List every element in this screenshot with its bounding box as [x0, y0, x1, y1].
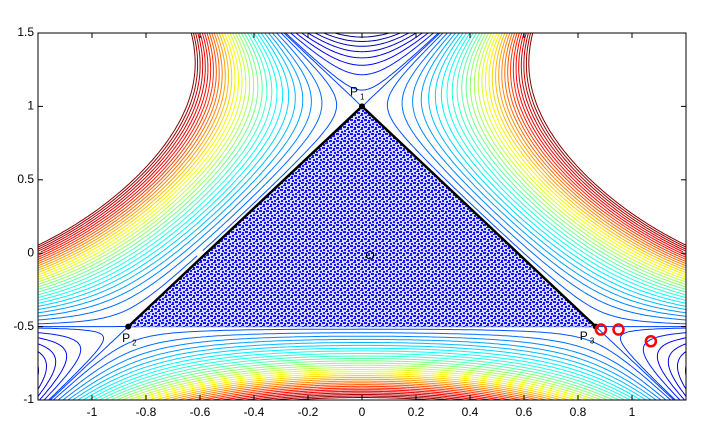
- point-label-sub: 3: [590, 337, 595, 346]
- contour-line: [38, 33, 686, 400]
- contour-line: [38, 33, 686, 400]
- point-label: P: [580, 329, 588, 343]
- x-tick-label: -0.8: [136, 405, 157, 419]
- saddle-point: [359, 103, 365, 110]
- point-label: P: [122, 331, 130, 345]
- x-tick-label: -1: [87, 405, 98, 419]
- contour-line: [38, 33, 686, 400]
- saddle-point: [125, 323, 132, 330]
- y-tick-label: -0.5: [13, 319, 34, 333]
- x-tick-label: -0.6: [190, 405, 211, 419]
- marker: [594, 323, 608, 336]
- contour-line: [38, 33, 686, 400]
- y-tick-label: -1: [23, 392, 34, 406]
- contour-line: [40, 33, 684, 400]
- contour-line: [38, 33, 686, 400]
- contour-line: [38, 33, 686, 400]
- contour-line: [38, 33, 686, 400]
- y-tick-label: 0.5: [17, 172, 34, 186]
- contour-line: [38, 33, 686, 400]
- axes-box: [37, 32, 687, 401]
- x-tick-label: 0.8: [570, 405, 587, 419]
- contour-line: [38, 33, 686, 400]
- y-tick-label: 1.5: [17, 25, 34, 39]
- contour-line: [38, 33, 686, 400]
- plot-area: [38, 33, 686, 400]
- y-tick-label: 0: [27, 245, 34, 259]
- contour-line: [38, 33, 686, 400]
- x-tick-label: 0: [359, 405, 366, 419]
- point-label-sub: 2: [132, 339, 137, 348]
- contour-line: [38, 33, 686, 400]
- contour-line: [38, 33, 686, 400]
- contour-line: [38, 33, 686, 400]
- contour-line: [38, 33, 686, 400]
- contour-line: [38, 33, 686, 400]
- x-tick-label: 0.2: [408, 405, 425, 419]
- contour-line: [38, 33, 686, 400]
- annotation: O: [365, 248, 374, 262]
- contour-line: [38, 33, 686, 400]
- x-tick-label: -0.4: [244, 405, 265, 419]
- marker: [644, 335, 658, 348]
- contour-line: [38, 33, 686, 400]
- contour-line: [38, 33, 686, 400]
- contour-line: [38, 33, 686, 400]
- contour-line: [38, 33, 686, 400]
- point-label-sub: 1: [360, 93, 365, 102]
- contour-line: [38, 33, 686, 400]
- contour-line: [38, 33, 686, 400]
- contour-line: [38, 33, 686, 400]
- contour-line: [38, 33, 686, 400]
- x-tick-label: 0.4: [462, 405, 479, 419]
- point-label: P: [350, 85, 358, 99]
- x-tick-label: 0.6: [516, 405, 533, 419]
- marker: [612, 323, 625, 336]
- y-tick-label: 1: [27, 99, 34, 113]
- orbit-region: [128, 106, 596, 327]
- x-tick-label: -0.2: [298, 405, 319, 419]
- x-tick-label: 1: [629, 405, 636, 419]
- contour-line: [38, 33, 686, 400]
- orbit-tint: [128, 106, 596, 327]
- contour-line: [38, 33, 686, 400]
